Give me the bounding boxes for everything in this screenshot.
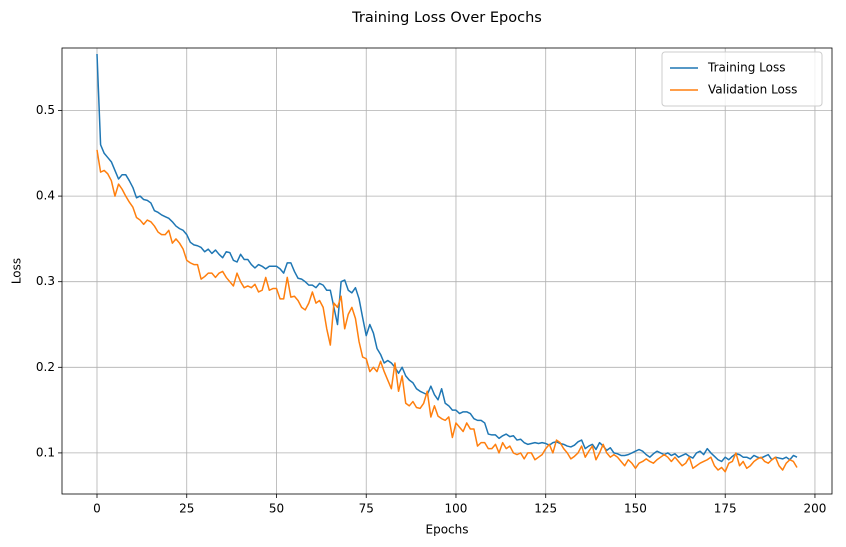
line-series (96, 53, 798, 463)
legend-box (661, 51, 823, 107)
plot-frame (61, 47, 833, 495)
x-tick-label: 100 (445, 502, 468, 516)
y-tick-label: 0.2 (36, 360, 55, 374)
x-tick-label: 0 (93, 502, 101, 516)
x-tick-label: 50 (269, 502, 284, 516)
x-tick-label: 200 (803, 502, 826, 516)
line-series (96, 149, 798, 473)
x-tick-label: 150 (624, 502, 647, 516)
x-tick-label: 25 (179, 502, 194, 516)
y-axis-label: Loss (10, 258, 24, 284)
y-tick-label: 0.1 (36, 445, 55, 459)
x-tick-label: 175 (714, 502, 737, 516)
legend-label: Validation Loss (708, 83, 797, 97)
x-axis-label: Epochs (426, 523, 469, 537)
chart-title: Training Loss Over Epochs (351, 10, 542, 26)
x-tick-label: 125 (534, 502, 557, 516)
legend-label: Training Loss (707, 61, 785, 75)
y-tick-label: 0.5 (36, 103, 55, 117)
y-tick-label: 0.4 (36, 189, 55, 203)
x-tick-label: 75 (359, 502, 374, 516)
y-tick-label: 0.3 (36, 274, 55, 288)
